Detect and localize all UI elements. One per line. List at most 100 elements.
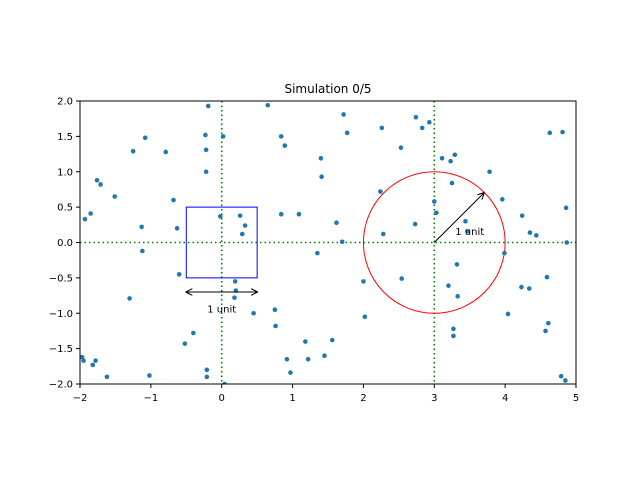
data-point [427,119,432,125]
data-point [526,286,532,291]
data-point [451,326,456,332]
data-point [378,189,383,194]
data-point [487,169,492,175]
circle-radius-label: 1 unit [455,227,484,238]
data-point [315,250,320,256]
square-width-label: 1 unit [207,304,236,315]
x-tick-label: 1 [289,393,295,404]
data-point [534,233,539,238]
data-point [451,333,456,339]
data-point [130,148,136,154]
data-point [434,210,439,216]
data-point [163,149,169,155]
data-point [500,197,505,202]
data-point [412,221,418,227]
data-point [322,353,327,359]
data-point [334,220,339,225]
data-point [191,330,196,336]
unit-circle [362,171,506,314]
data-point [272,307,278,313]
data-point [339,239,345,245]
data-point [80,354,85,360]
y-tick-label: −1.5 [49,344,73,355]
data-point [563,205,569,211]
data-point [431,199,437,204]
data-point [547,130,553,136]
data-point [544,274,550,280]
data-point [527,230,533,235]
data-point [176,272,182,277]
data-point [341,112,346,117]
data-point [380,231,386,237]
data-point [232,295,237,300]
data-point [174,226,180,231]
data-point [519,284,524,290]
data-point [205,103,211,109]
data-point [546,320,551,326]
data-point [140,248,145,254]
data-point [81,358,86,363]
data-point [284,356,290,362]
unit-square [185,206,258,279]
data-point [273,323,278,329]
data-point [204,374,210,380]
data-point [452,152,458,158]
data-point [88,211,93,216]
y-tick-label: −2.0 [49,380,73,391]
data-point [413,114,419,120]
data-point [204,367,210,373]
data-point [543,328,548,334]
x-tick-label: 5 [573,393,579,404]
data-point [232,279,238,284]
data-point [222,381,227,384]
data-point [448,158,453,164]
data-point [463,218,468,224]
x-tick-label: 3 [431,393,437,404]
x-tick-label: −2 [73,393,88,404]
data-point [93,358,98,363]
data-point [519,213,525,218]
data-point [98,182,103,187]
data-point [94,177,100,183]
data-point [560,129,565,135]
data-point [465,228,470,234]
data-point [142,135,148,141]
data-point [265,102,271,108]
data-point [278,134,284,139]
data-point [220,134,226,139]
data-point [282,143,288,148]
data-point [505,311,511,317]
data-point [278,211,284,217]
data-point [239,231,245,237]
data-point [449,180,455,186]
data-point [455,293,460,299]
data-point [139,224,144,230]
data-point [319,174,324,180]
data-point [296,211,302,217]
data-point [288,370,293,375]
plot-area: 1 unit 1 unit −2 −1 0 1 2 3 4 5 −2.0 −1.5 −1.0 −0.5 0.… [49,97,579,405]
data-point [398,145,404,150]
data-point [171,197,176,203]
y-tick-label: −0.5 [49,273,73,284]
data-point [454,262,460,267]
y-tick-label: 2.0 [57,97,73,108]
x-tick-label: −1 [143,393,158,404]
data-point [182,341,188,346]
x-tick-label: 0 [219,393,225,404]
data-point [217,214,223,219]
data-point [564,240,570,245]
data-point [446,283,451,288]
x-tick-label: 2 [360,393,366,404]
data-point [305,356,311,362]
circle-radius-arrow [433,193,484,243]
y-tick-label: −1.0 [49,309,73,320]
y-tick-label: 1.5 [57,132,73,143]
data-point [329,337,335,343]
data-point [379,125,385,131]
data-point [127,296,132,301]
data-point [251,310,256,316]
